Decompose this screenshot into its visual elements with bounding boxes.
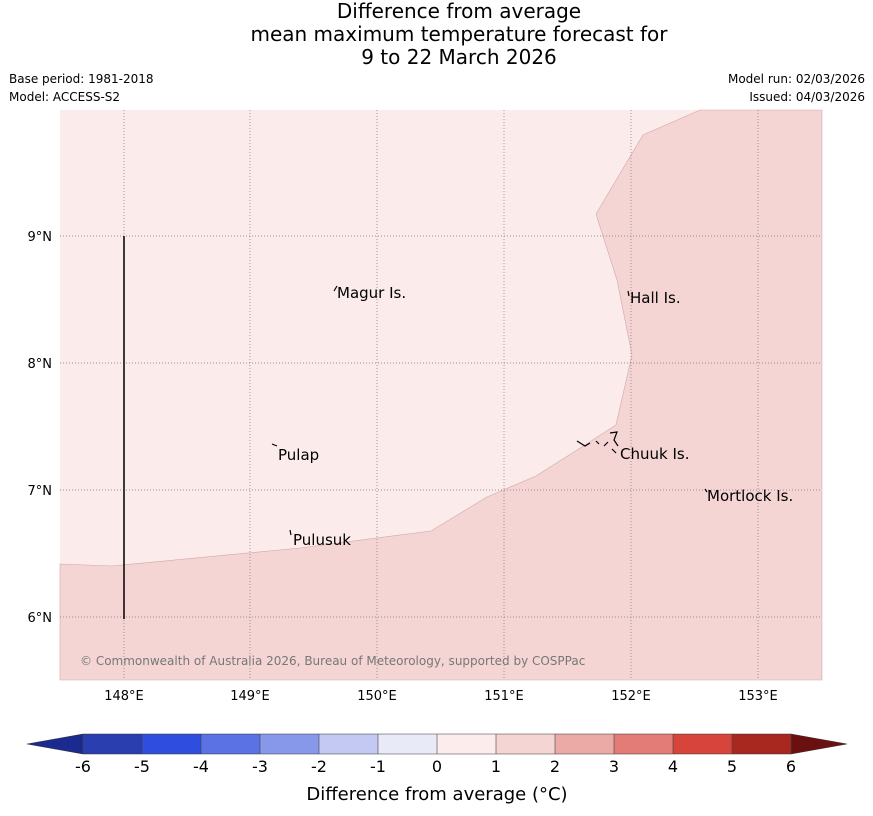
island-marks bbox=[271, 285, 708, 536]
map-panel: Magur Is. Hall Is. Pulap Chuuk Is. Mortl… bbox=[59, 109, 823, 681]
colorbar-segment bbox=[319, 734, 379, 754]
x-tick-149e: 149°E bbox=[230, 689, 270, 704]
colorbar-segment bbox=[614, 734, 674, 754]
colorbar-tick-label: 1 bbox=[491, 757, 501, 776]
title-line-3: 9 to 22 March 2026 bbox=[361, 45, 557, 69]
colorbar-segment bbox=[555, 734, 615, 754]
y-tick-6n: 6°N bbox=[28, 611, 53, 626]
x-tick-148e: 148°E bbox=[104, 689, 144, 704]
colorbar-tick-label: 3 bbox=[609, 757, 619, 776]
meta-left: Base period: 1981-2018 Model: ACCESS-S2 bbox=[9, 70, 154, 106]
colorbar-tick-label: -3 bbox=[252, 757, 268, 776]
colorbar-segment bbox=[83, 734, 143, 754]
anomaly-region-1-to-2 bbox=[59, 109, 823, 681]
pulap-island-mark bbox=[271, 443, 278, 447]
y-tick-9n: 9°N bbox=[28, 230, 53, 245]
label-hall: Hall Is. bbox=[630, 289, 681, 307]
colorbar-tick-label: 6 bbox=[786, 757, 796, 776]
x-axis-ticks: 148°E 149°E 150°E 151°E 152°E 153°E bbox=[104, 689, 778, 704]
x-tick-153e: 153°E bbox=[738, 689, 778, 704]
colorbar-label: Difference from average (°C) bbox=[306, 784, 567, 805]
colorbar-tick-label: -4 bbox=[193, 757, 209, 776]
colorbar-tick-label: 0 bbox=[432, 757, 442, 776]
copyright-notice: © Commonwealth of Australia 2026, Bureau… bbox=[80, 654, 585, 668]
x-tick-150e: 150°E bbox=[357, 689, 397, 704]
colorbar-segment bbox=[378, 734, 438, 754]
magur-island-mark bbox=[333, 285, 338, 292]
map-title: Difference from average mean maximum tem… bbox=[0, 0, 873, 69]
colorbar-tick-label: 5 bbox=[727, 757, 737, 776]
colorbar-extend-high bbox=[791, 734, 847, 754]
meta-right: Model run: 02/03/2026 Issued: 04/03/2026 bbox=[728, 70, 865, 106]
model-run: Model run: 02/03/2026 bbox=[727, 72, 865, 86]
colorbar-segment bbox=[732, 734, 792, 754]
colorbar-segment bbox=[142, 734, 202, 754]
colorbar-tick-label: -1 bbox=[370, 757, 386, 776]
colorbar-segments bbox=[27, 734, 847, 754]
x-tick-151e: 151°E bbox=[484, 689, 524, 704]
base-period: Base period: 1981-2018 bbox=[9, 72, 154, 86]
mortlock-island-mark bbox=[704, 488, 708, 493]
label-mortlock: Mortlock Is. bbox=[707, 487, 793, 505]
label-pulusuk: Pulusuk bbox=[293, 531, 351, 549]
colorbar-extend-low bbox=[27, 734, 83, 754]
colorbar-segment bbox=[673, 734, 733, 754]
colorbar-ticks: -6 -5 -4 -3 -2 -1 0 1 2 3 4 5 6 bbox=[26, 733, 848, 776]
colorbar-tick-label: -6 bbox=[75, 757, 91, 776]
label-magur: Magur Is. bbox=[337, 284, 406, 302]
y-tick-7n: 7°N bbox=[28, 484, 53, 499]
colorbar: -6 -5 -4 -3 -2 -1 0 1 2 3 4 5 6 Difference from aver… bbox=[26, 733, 848, 805]
x-tick-152e: 152°E bbox=[611, 689, 651, 704]
y-axis-ticks: 9°N 8°N 7°N 6°N bbox=[28, 230, 53, 626]
y-tick-8n: 8°N bbox=[28, 357, 53, 372]
model-name: Model: ACCESS-S2 bbox=[9, 90, 121, 104]
colorbar-segment bbox=[437, 734, 497, 754]
pulusuk-island-mark bbox=[289, 529, 292, 536]
label-chuuk: Chuuk Is. bbox=[620, 445, 689, 463]
hall-island-mark bbox=[627, 290, 630, 297]
colorbar-segment bbox=[201, 734, 261, 754]
chuuk-island-mark bbox=[576, 431, 619, 454]
label-pulap: Pulap bbox=[278, 446, 319, 464]
colorbar-segment bbox=[260, 734, 320, 754]
issued-date: Issued: 04/03/2026 bbox=[749, 90, 865, 104]
colorbar-tick-label: 2 bbox=[550, 757, 560, 776]
colorbar-tick-label: 4 bbox=[668, 757, 678, 776]
colorbar-segment bbox=[496, 734, 556, 754]
colorbar-tick-label: -5 bbox=[134, 757, 150, 776]
colorbar-outline bbox=[26, 733, 848, 755]
colorbar-tick-label: -2 bbox=[311, 757, 327, 776]
title-line-1: Difference from average bbox=[336, 0, 582, 23]
title-line-2: mean maximum temperature forecast for bbox=[250, 22, 668, 46]
